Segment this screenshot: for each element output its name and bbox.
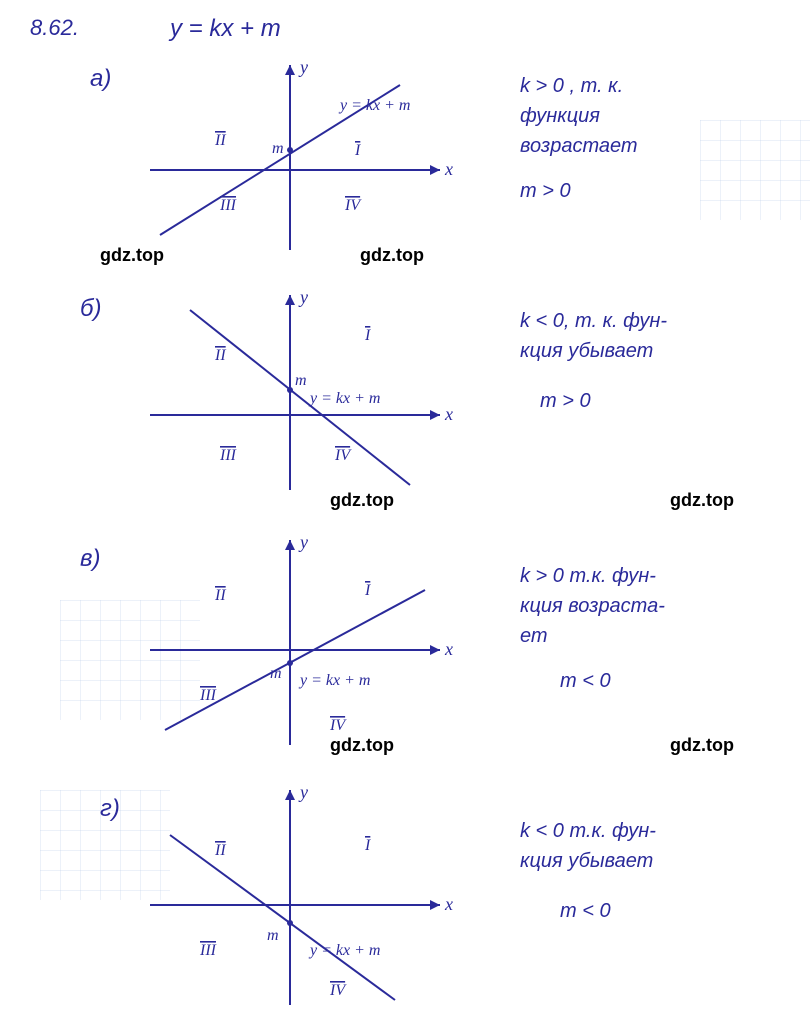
note-c-3: ет — [520, 625, 548, 648]
quadrant-3: III — [219, 197, 237, 214]
svg-text:x: x — [444, 894, 453, 914]
part-d-label: г) — [100, 795, 120, 823]
svg-text:III: III — [219, 447, 237, 464]
svg-text:I: I — [364, 837, 371, 854]
graph-a: y x m y = kx + m I II III IV — [140, 55, 460, 255]
note-d-1: k < 0 т.к. фун- — [520, 820, 656, 843]
graph-c: y x m y = kx + m I II III IV — [140, 530, 460, 750]
svg-text:IV: IV — [334, 447, 352, 464]
svg-text:II: II — [214, 347, 226, 364]
part-a-label: а) — [90, 65, 111, 93]
note-a-4: m > 0 — [520, 180, 571, 203]
note-d-3: m < 0 — [560, 900, 611, 923]
part-b-label: б) — [80, 295, 102, 323]
grid-patch — [700, 120, 810, 220]
main-equation: y = kx + m — [170, 15, 281, 43]
svg-text:III: III — [199, 942, 217, 959]
line-label: y = kx + m — [338, 97, 410, 114]
svg-text:y = kx + m: y = kx + m — [298, 672, 370, 689]
watermark: gdz.top — [100, 245, 164, 266]
note-a-3: возрастает — [520, 135, 638, 158]
watermark: gdz.top — [360, 245, 424, 266]
note-c-2: кция возраста- — [520, 595, 665, 618]
watermark: gdz.top — [670, 490, 734, 511]
quadrant-2: II — [214, 132, 226, 149]
part-c-label: в) — [80, 545, 101, 573]
svg-text:II: II — [214, 587, 226, 604]
svg-text:x: x — [444, 639, 453, 659]
svg-text:m: m — [267, 927, 279, 944]
svg-text:III: III — [199, 687, 217, 704]
note-b-3: m > 0 — [540, 390, 591, 413]
note-b-2: кция убывает — [520, 340, 653, 363]
svg-text:y = kx + m: y = kx + m — [308, 942, 380, 959]
graph-b: y x m y = kx + m I II III IV — [140, 285, 460, 495]
svg-text:y: y — [298, 782, 308, 802]
quadrant-1: I — [354, 142, 361, 159]
svg-text:IV: IV — [329, 717, 347, 734]
note-a-2: функция — [520, 105, 600, 128]
svg-text:II: II — [214, 842, 226, 859]
svg-text:x: x — [444, 404, 453, 424]
watermark: gdz.top — [670, 735, 734, 756]
axis-x-label: x — [444, 159, 453, 179]
svg-text:I: I — [364, 327, 371, 344]
quadrant-4: IV — [344, 197, 362, 214]
problem-number: 8.62. — [30, 15, 79, 41]
svg-text:IV: IV — [329, 982, 347, 999]
note-c-1: k > 0 т.к. фун- — [520, 565, 656, 588]
svg-text:m: m — [270, 665, 282, 682]
svg-text:y = kx + m: y = kx + m — [308, 390, 380, 407]
note-d-2: кция убывает — [520, 850, 653, 873]
svg-text:m: m — [295, 372, 307, 389]
note-c-4: m < 0 — [560, 670, 611, 693]
watermark: gdz.top — [330, 490, 394, 511]
svg-text:y: y — [298, 287, 308, 307]
note-a-1: k > 0 , т. к. — [520, 75, 623, 98]
svg-text:y: y — [298, 532, 308, 552]
watermark: gdz.top — [330, 735, 394, 756]
svg-text:I: I — [364, 582, 371, 599]
axis-y-label: y — [298, 57, 308, 77]
note-b-1: k < 0, т. к. фун- — [520, 310, 667, 333]
intercept-label: m — [272, 140, 284, 157]
graph-d: y x m y = kx + m I II III IV — [140, 780, 460, 1010]
